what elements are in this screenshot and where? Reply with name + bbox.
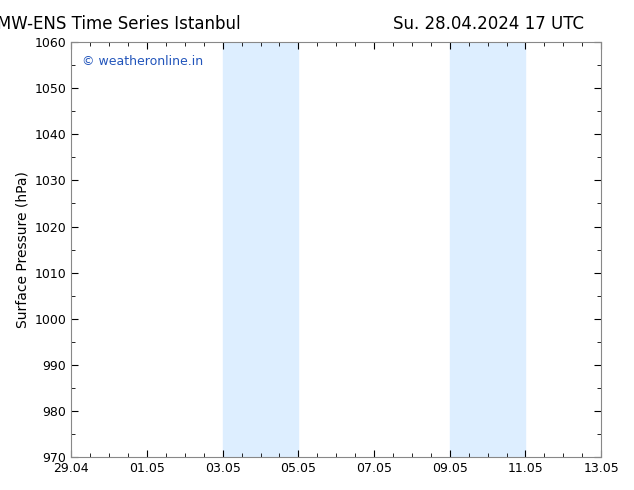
Text: ECMW-ENS Time Series Istanbul: ECMW-ENS Time Series Istanbul — [0, 15, 241, 33]
Text: Su. 28.04.2024 17 UTC: Su. 28.04.2024 17 UTC — [393, 15, 584, 33]
Y-axis label: Surface Pressure (hPa): Surface Pressure (hPa) — [15, 171, 29, 328]
Bar — [450, 42, 526, 457]
Bar — [223, 42, 299, 457]
Text: © weatheronline.in: © weatheronline.in — [82, 54, 203, 68]
